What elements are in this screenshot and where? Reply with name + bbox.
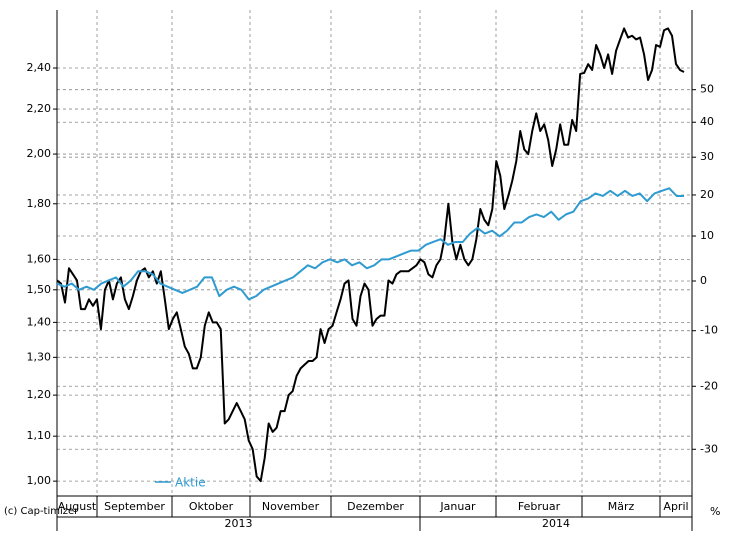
y-tick-label: 1,40 [27, 315, 52, 328]
month-label: Februar [518, 500, 561, 513]
y2-tick-label: -30 [700, 442, 718, 455]
y-tick-label: 2,20 [27, 102, 52, 115]
y2-tick-label: 20 [700, 188, 714, 201]
month-label: Januar [439, 500, 476, 513]
y-tick-label: 1,20 [27, 388, 52, 401]
line [56, 187, 684, 301]
y-tick-label: 1,60 [27, 252, 52, 265]
month-label: März [608, 500, 635, 513]
y2-tick-label: 40 [700, 115, 714, 128]
y2-tick-label: -20 [700, 379, 718, 392]
y-tick-label: 1,00 [27, 474, 52, 487]
month-label: Dezember [347, 500, 404, 513]
y-tick-label: 1,80 [27, 197, 52, 210]
line [56, 27, 685, 483]
legend-label: Aktie [175, 476, 206, 490]
y-tick-label: 1,50 [27, 283, 52, 296]
year-label: 2014 [542, 517, 570, 530]
y2-tick-label: 0 [700, 274, 707, 287]
y2-tick-label: 10 [700, 229, 714, 242]
y-tick-label: 1,10 [27, 429, 52, 442]
month-label: November [262, 500, 320, 513]
y-tick-label: 2,00 [27, 147, 52, 160]
year-label: 2013 [225, 517, 253, 530]
month-label: April [663, 500, 688, 513]
month-label: August [58, 500, 97, 513]
y2-unit: % [710, 505, 720, 518]
y2-tick-label: -10 [700, 324, 718, 337]
month-label: September [104, 500, 165, 513]
copyright: (c) Cap-timizer [4, 506, 79, 517]
y-tick-label: 1,30 [27, 350, 52, 363]
month-label: Oktober [189, 500, 234, 513]
y-tick-label: 2,40 [27, 61, 52, 74]
y2-tick-label: 30 [700, 150, 714, 163]
y2-tick-label: 50 [700, 83, 714, 96]
